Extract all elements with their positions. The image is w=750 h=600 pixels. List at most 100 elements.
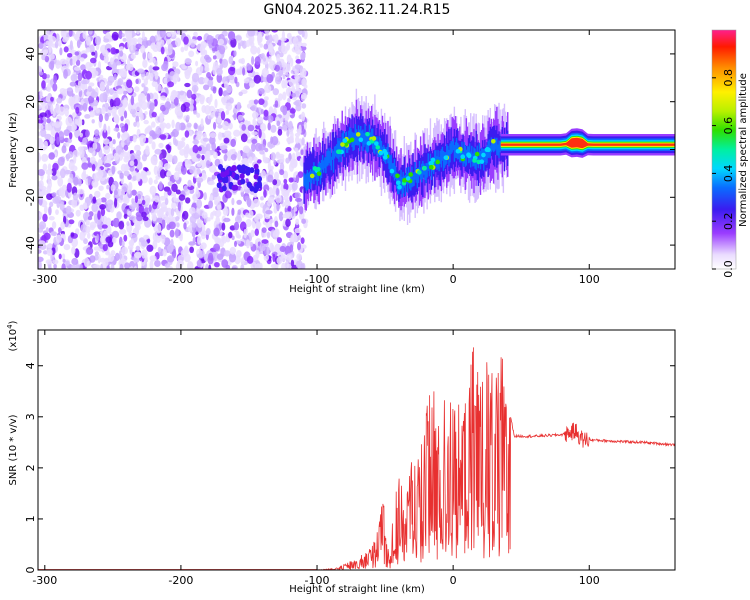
band-column <box>344 131 347 169</box>
noise-blob <box>102 129 108 139</box>
noise-blob <box>82 169 86 177</box>
band-column <box>478 143 481 163</box>
noise-blob <box>191 231 196 238</box>
noise-blob <box>148 177 153 185</box>
noise-blob <box>228 66 236 76</box>
noise-blob <box>255 124 262 130</box>
noise-blob <box>43 205 48 214</box>
noise-blob <box>246 62 251 71</box>
noise-blob <box>77 178 82 187</box>
noise-blob <box>131 170 138 176</box>
noise-blob <box>152 66 160 71</box>
noise-blob <box>119 228 127 235</box>
noise-blob <box>139 134 146 144</box>
peak-dot <box>443 155 449 160</box>
noise-blob <box>126 79 133 88</box>
noise-blob <box>251 131 258 136</box>
noise-blob <box>159 115 164 123</box>
noise-blob <box>57 177 64 187</box>
noise-blob <box>282 121 289 130</box>
noise-blob <box>211 142 217 151</box>
noise-blob <box>152 239 158 250</box>
noise-blob <box>148 135 153 145</box>
x-tick-label: -100 <box>305 574 330 587</box>
noise-blob <box>258 88 265 95</box>
noise-blob <box>181 137 186 142</box>
noise-blob <box>191 212 199 218</box>
noise-blob <box>217 124 223 129</box>
noise-blob <box>186 89 193 99</box>
band-column <box>380 140 383 155</box>
noise-blob <box>272 186 276 197</box>
noise-blob <box>55 59 61 69</box>
peak-dot <box>479 159 485 164</box>
band-blob <box>233 184 239 191</box>
noise-blob <box>100 207 106 217</box>
noise-blob <box>114 97 121 107</box>
colorbar-tick-label: 0.2 <box>722 212 735 230</box>
noise-blob <box>166 32 172 38</box>
noise-blob <box>57 131 65 141</box>
band-column <box>446 144 448 164</box>
noise-blob <box>224 130 232 137</box>
noise-blob <box>79 263 84 269</box>
noise-blob <box>276 237 282 244</box>
colorbar-tick-label: 0.6 <box>722 117 735 135</box>
colorbar-tick-label: 0.4 <box>722 165 735 183</box>
noise-blob <box>79 132 83 138</box>
band-column <box>470 151 472 168</box>
noise-blob <box>234 35 242 41</box>
noise-blob <box>103 145 111 154</box>
peak-dot <box>455 148 461 154</box>
band-column <box>304 174 306 188</box>
noise-blob <box>104 154 111 164</box>
noise-blob <box>120 194 124 201</box>
noise-blob <box>177 106 181 111</box>
peak-dot <box>349 137 355 143</box>
noise-blob <box>258 128 262 139</box>
noise-blob <box>282 91 287 101</box>
noise-blob <box>65 260 70 267</box>
noise-blob <box>38 152 41 162</box>
noise-blob <box>267 115 274 123</box>
noise-blob <box>136 150 142 157</box>
noise-blob <box>290 57 294 67</box>
noise-blob <box>109 88 114 95</box>
noise-blob <box>287 137 291 145</box>
noise-blob <box>223 217 231 223</box>
noise-blob <box>55 234 62 243</box>
noise-blob <box>150 155 158 166</box>
noise-blob <box>167 43 173 54</box>
noise-blob <box>61 253 66 260</box>
noise-blob <box>165 144 171 150</box>
noise-blob <box>174 228 179 239</box>
noise-blob <box>154 148 162 155</box>
noise-blob <box>239 66 243 76</box>
noise-blob <box>38 233 41 240</box>
noise-blob <box>38 139 44 149</box>
noise-blob <box>49 201 54 208</box>
noise-blob <box>42 163 48 171</box>
noise-blob <box>245 239 250 249</box>
noise-blob <box>269 219 274 224</box>
peak-dot <box>396 180 401 186</box>
band-column <box>464 145 466 167</box>
band-column <box>361 130 363 143</box>
noise-blob <box>151 213 157 222</box>
noise-blob <box>273 33 279 44</box>
noise-blob <box>297 242 301 251</box>
noise-blob <box>119 172 124 179</box>
band-column <box>489 145 492 159</box>
noise-blob <box>130 266 134 269</box>
colorbar-label: Normalized spectral amplitude <box>738 73 749 227</box>
peak-dot <box>382 155 388 160</box>
x-tick-label: -300 <box>32 574 57 587</box>
noise-blob <box>250 229 255 238</box>
noise-blob <box>268 42 273 52</box>
noise-blob <box>212 210 217 216</box>
noise-blob <box>70 74 78 82</box>
noise-blob <box>38 249 42 254</box>
noise-blob <box>256 159 262 164</box>
noise-blob <box>49 136 54 145</box>
noise-blob <box>38 42 44 49</box>
